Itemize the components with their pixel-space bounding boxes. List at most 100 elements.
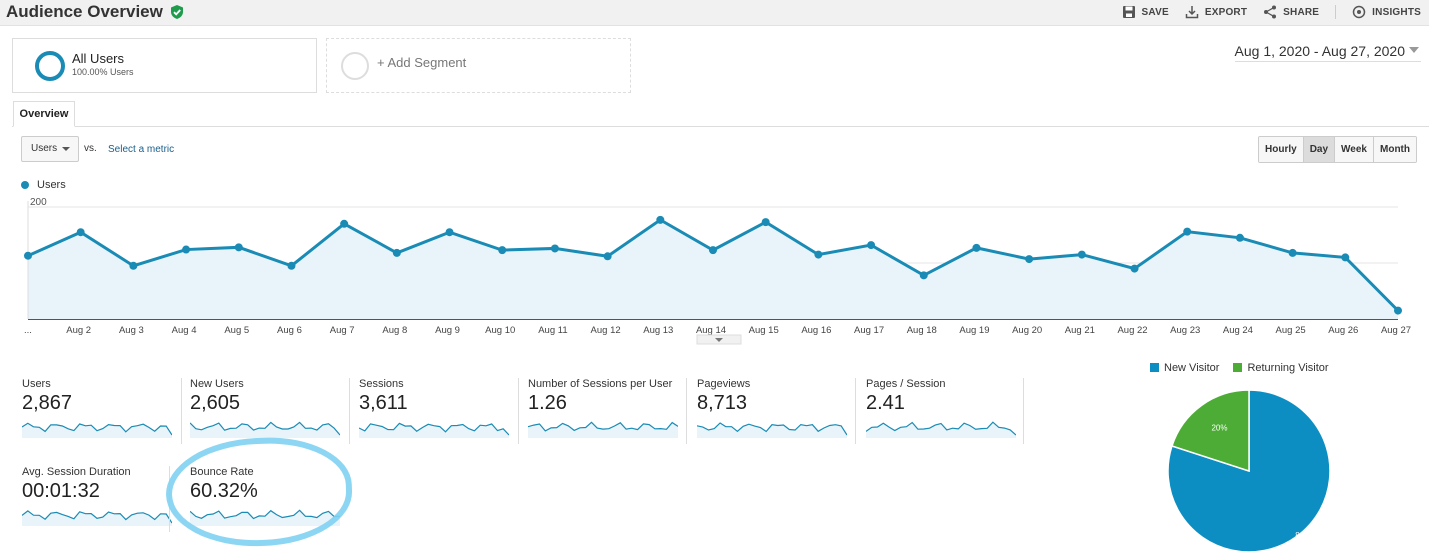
x-tick-label: Aug 2 [66, 325, 91, 336]
data-point[interactable] [1025, 255, 1034, 264]
data-point[interactable] [182, 245, 191, 254]
sparkline [190, 421, 340, 438]
x-tick-label: Aug 6 [277, 325, 302, 336]
metric-dropdown[interactable]: Users [21, 136, 79, 162]
day-button[interactable]: Day [1302, 137, 1335, 162]
dropdown-caret-icon [62, 147, 70, 151]
header-actions: SAVE EXPORT SHARE INSIGHTS [1122, 5, 1421, 19]
metric-new-users[interactable]: New Users 2,605 [190, 378, 350, 440]
data-point[interactable] [709, 246, 717, 255]
sparkline-area [528, 422, 678, 438]
visitor-pie-chart: 80% 20% [1167, 389, 1331, 553]
data-point[interactable] [919, 271, 928, 280]
save-icon [1122, 6, 1135, 18]
tab-overview[interactable]: Overview [13, 101, 75, 127]
data-point[interactable] [1130, 264, 1139, 273]
sparkline-line [22, 510, 172, 524]
segment-percentage: 100.00% Users [72, 67, 134, 77]
data-point[interactable] [1394, 306, 1402, 315]
legend-swatch-icon [1150, 363, 1159, 372]
data-point[interactable] [76, 228, 85, 237]
metric-divider [349, 378, 350, 444]
x-tick-label: Aug 20 [1012, 325, 1042, 336]
pie-legend: New Visitor Returning Visitor [1150, 362, 1329, 374]
metric-bounce-rate[interactable]: Bounce Rate 60.32% [190, 466, 350, 528]
metric-dropdown-value: Users [31, 143, 58, 154]
data-point[interactable] [656, 215, 665, 224]
data-point[interactable] [129, 261, 138, 270]
data-point[interactable] [498, 246, 507, 255]
legend-swatch-icon [1233, 363, 1243, 372]
data-point[interactable] [234, 243, 243, 252]
insights-button[interactable]: INSIGHTS [1352, 5, 1421, 19]
x-tick-label: Aug 11 [538, 325, 567, 336]
metric-label: Avg. Session Duration [22, 466, 131, 478]
metric-avg-session-duration[interactable]: Avg. Session Duration 00:01:32 [22, 466, 182, 528]
segment-circle-icon [35, 51, 65, 81]
data-point[interactable] [1077, 250, 1086, 259]
data-point[interactable] [1235, 233, 1244, 242]
metric-sessions[interactable]: Sessions 3,611 [359, 378, 519, 440]
metric-users[interactable]: Users 2,867 [22, 378, 182, 440]
segment-all-users[interactable]: All Users 100.00% Users [12, 38, 317, 93]
metric-label: Bounce Rate [190, 466, 254, 478]
metric-value: 2,605 [190, 392, 241, 414]
metric-sessions-per-user[interactable]: Number of Sessions per User 1.26 [528, 378, 688, 440]
sparkline-area [190, 510, 340, 526]
sparkline [359, 422, 509, 438]
add-segment-button[interactable]: + Add Segment [326, 38, 631, 93]
metric-label: Pageviews [697, 378, 751, 390]
verified-shield-icon [170, 5, 183, 19]
share-button[interactable]: SHARE [1263, 5, 1319, 19]
data-point[interactable] [1341, 253, 1350, 262]
x-tick-label: Aug 18 [907, 325, 937, 336]
x-tick-label: ... [24, 325, 32, 336]
week-button[interactable]: Week [1334, 137, 1373, 162]
data-point[interactable] [340, 219, 349, 228]
data-point[interactable] [814, 250, 823, 259]
select-metric-link[interactable]: Select a metric [108, 144, 175, 155]
sparkline-line [697, 422, 847, 436]
x-tick-label: Aug 17 [854, 325, 884, 336]
x-tick-label: Aug 25 [1276, 325, 1306, 336]
export-label: EXPORT [1204, 6, 1248, 18]
metric-value: 60.32% [190, 480, 258, 502]
metric-divider [518, 378, 519, 444]
vs-label: vs. [84, 143, 97, 154]
data-point[interactable] [550, 244, 559, 253]
metric-pageviews[interactable]: Pageviews 8,713 [697, 378, 857, 440]
granularity-toggle: Hourly Day Week Month [1258, 136, 1417, 163]
data-point[interactable] [603, 252, 612, 261]
metric-value: 3,611 [359, 392, 408, 414]
data-point[interactable] [24, 251, 32, 260]
export-button[interactable]: EXPORT [1185, 5, 1247, 19]
pie-legend-label: Returning Visitor [1247, 362, 1329, 374]
month-button[interactable]: Month [1373, 137, 1416, 162]
x-tick-label: Aug 8 [382, 325, 407, 336]
x-tick-label: Aug 4 [172, 325, 197, 336]
data-point[interactable] [761, 218, 770, 227]
data-point[interactable] [287, 261, 296, 270]
y-tick-label: 200 [30, 197, 47, 208]
hourly-button[interactable]: Hourly [1259, 137, 1303, 162]
metric-label: Users [22, 378, 51, 390]
x-tick-label: Aug 13 [643, 325, 673, 336]
data-point[interactable] [445, 228, 454, 237]
x-tick-label: Aug 16 [801, 325, 831, 336]
save-button[interactable]: SAVE [1122, 5, 1169, 19]
data-point[interactable] [1183, 227, 1192, 236]
date-range-picker[interactable]: Aug 1, 2020 - Aug 27, 2020 [1234, 40, 1421, 62]
bounce-rate-highlight-circle [164, 434, 354, 550]
pie-slice[interactable] [1171, 389, 1250, 473]
metric-value: 2.41 [866, 392, 905, 414]
data-point[interactable] [972, 243, 981, 252]
chevron-down-icon [715, 338, 723, 342]
data-point[interactable] [867, 241, 876, 250]
x-tick-label: Aug 9 [435, 325, 460, 336]
data-point[interactable] [392, 248, 401, 257]
sparkline [22, 510, 172, 526]
data-point[interactable] [1288, 248, 1297, 257]
metric-pages-per-session[interactable]: Pages / Session 2.41 [866, 378, 1026, 440]
sparkline [190, 509, 340, 526]
segment-name: All Users [72, 51, 125, 66]
